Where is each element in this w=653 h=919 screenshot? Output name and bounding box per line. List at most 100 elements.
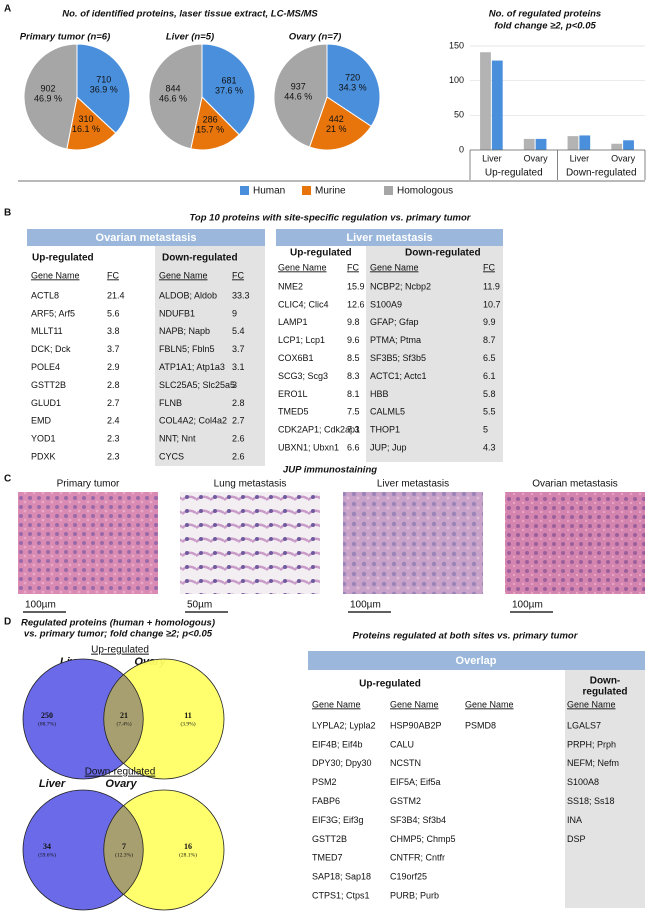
region-count: 16	[184, 842, 192, 851]
table-title: Ovarian metastasis	[96, 232, 197, 244]
table-cell: NCBP2; Ncbp2	[370, 281, 431, 291]
pie-title: Liver (n=5)	[166, 32, 214, 43]
bar	[579, 135, 591, 150]
table-cell: ACTC1; Actc1	[370, 371, 427, 381]
slice-count: 310	[78, 114, 93, 124]
slice-count: 844	[166, 83, 181, 93]
table-cell: 2.6	[232, 451, 245, 461]
table-cell: SCG3; Scg3	[278, 371, 328, 381]
set-label: Ovary	[105, 778, 137, 790]
group-label: Down-regulated	[566, 168, 637, 179]
table-header-bg	[27, 229, 265, 246]
bar	[480, 52, 491, 150]
table-cell: 2.8	[232, 398, 245, 408]
table-cell: GSTT2B	[31, 380, 66, 390]
table-cell: 6.6	[347, 442, 360, 452]
table-cell: 2.3	[107, 451, 120, 461]
table-cell: POLE4	[31, 362, 60, 372]
pie-slice	[66, 96, 117, 151]
slice-count: 442	[329, 114, 344, 124]
region-percent: (3.9%)	[180, 720, 195, 727]
panel-label: D	[4, 617, 11, 628]
panel-label: A	[4, 4, 11, 15]
table-cell: PURB; Purb	[390, 890, 439, 900]
table-cell: 3.1	[232, 362, 245, 372]
slice-percent: 44.6 %	[284, 91, 312, 101]
table-cell: 8.5	[347, 353, 360, 363]
panel-label: C	[4, 474, 11, 485]
table-cell: 2.3	[107, 434, 120, 444]
scale-label: 100µm	[512, 600, 543, 611]
slice-count: 710	[96, 75, 111, 85]
legend-label: Homologous	[397, 186, 453, 197]
table-cell: 5.5	[483, 407, 496, 417]
region-percent: (59.6%)	[38, 851, 56, 858]
scale-label: 100µm	[350, 600, 381, 611]
column-header: Gene Name	[370, 262, 419, 272]
pie-slice	[201, 43, 256, 136]
table-cell: NCSTN	[390, 758, 421, 768]
pie-slice	[190, 95, 240, 151]
table-cell: 33.3	[232, 290, 250, 300]
slice-percent: 46.6 %	[159, 93, 187, 103]
table-cell: MLLT11	[31, 326, 63, 336]
table-cell: LGALS7	[567, 720, 601, 730]
table-cell: 21.4	[107, 290, 125, 300]
table-cell: PTMA; Ptma	[370, 335, 421, 345]
bar	[535, 138, 547, 150]
chart-title: No. of regulated proteins	[489, 9, 601, 20]
x-tick-label: Liver	[482, 153, 502, 163]
region-count: 34	[43, 842, 51, 851]
table-cell: DCK; Dck	[31, 344, 71, 354]
table-cell: 15.9	[347, 281, 365, 291]
table-cell: CALML5	[370, 407, 405, 417]
table-cell: TMED5	[278, 407, 309, 417]
table-cell: INA	[567, 815, 582, 825]
table-subheader: Down-regulated	[162, 253, 238, 264]
table-cell: ATP1A1; Atp1a3	[159, 362, 225, 372]
table-cell: NAPB; Napb	[159, 326, 210, 336]
table-cell: SAP18; Sap18	[312, 872, 371, 882]
region-count: 21	[120, 711, 128, 720]
column-header: Gene Name	[31, 270, 80, 280]
table-cell: GLUD1	[31, 398, 61, 408]
column-header: Gene Name	[390, 699, 439, 709]
pie-slice	[273, 43, 328, 148]
bar	[611, 143, 623, 150]
bar	[523, 138, 535, 150]
table-cell: 7.5	[347, 407, 360, 417]
table-cell: CALU	[390, 739, 414, 749]
table-cell: PDXK	[31, 451, 56, 461]
image-title: Primary tumor	[57, 479, 120, 490]
region-percent: (28.1%)	[179, 851, 197, 858]
table-cell: 5.4	[232, 326, 245, 336]
region-count: 11	[184, 711, 192, 720]
column-header: FC	[347, 262, 359, 272]
table-cell: 10.7	[483, 299, 501, 309]
table-cell: 9.9	[483, 317, 496, 327]
table-cell: 6.1	[483, 371, 496, 381]
y-tick-label: 100	[449, 75, 464, 85]
table-cell: NEFM; Nefm	[567, 758, 619, 768]
column-header: Gene Name	[567, 699, 616, 709]
slice-percent: 36.9 %	[90, 85, 118, 95]
slice-count: 937	[291, 81, 306, 91]
table-subheader: regulated	[582, 687, 627, 698]
table-cell: THOP1	[370, 425, 400, 435]
pie-title: Ovary (n=7)	[289, 32, 342, 43]
x-tick-label: Liver	[570, 153, 590, 163]
bar	[491, 60, 503, 151]
table-cell: 4.3	[483, 442, 496, 452]
table-subheader: Down-regulated	[405, 248, 481, 259]
table-cell: DSP	[567, 834, 586, 844]
table-header-bg	[276, 229, 503, 246]
scale-label: 100µm	[25, 600, 56, 611]
region-count: 250	[41, 711, 53, 720]
panel-title: No. of identified proteins, laser tissue…	[62, 9, 318, 20]
table-cell: C19orf25	[390, 872, 427, 882]
pie-slice	[148, 43, 203, 150]
region-percent: (7.4%)	[116, 720, 131, 727]
table-cell: 9.8	[347, 317, 360, 327]
